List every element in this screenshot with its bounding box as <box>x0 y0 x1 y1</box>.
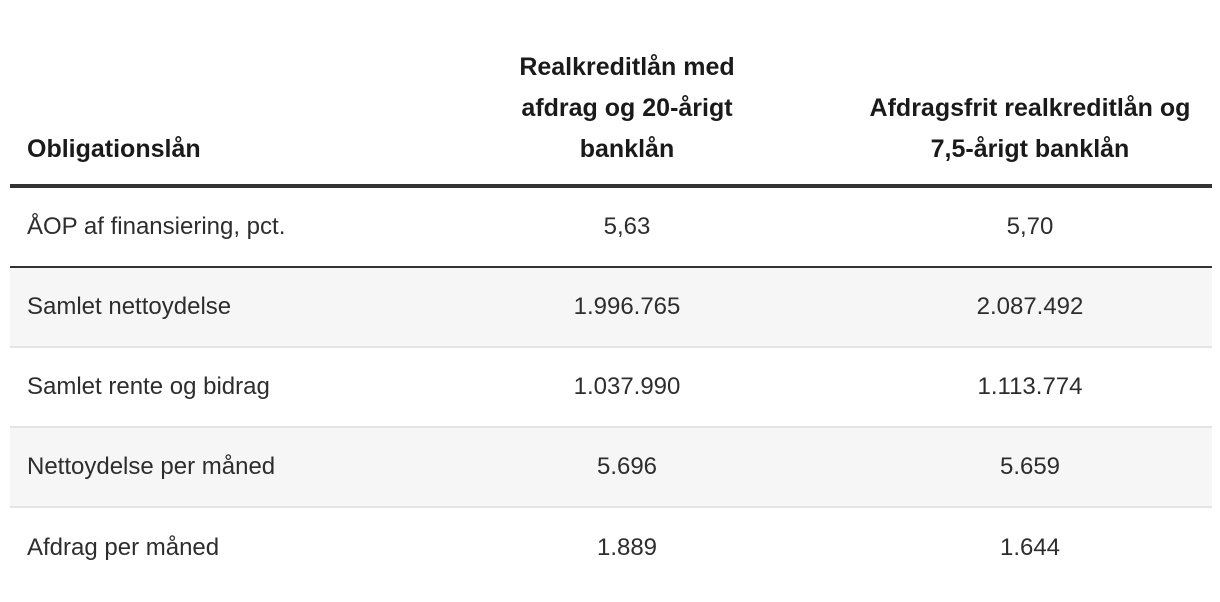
cell-value: 1.996.765 <box>573 293 681 320</box>
column-header-realkreditlaan-med-afdrag: Realkreditlån med afdrag og 20-årigt ban… <box>406 47 848 184</box>
cell-value: 5.659 <box>999 453 1061 480</box>
column-header-label: Obligationslån <box>27 135 201 163</box>
row-label: Nettoydelse per måned <box>27 453 276 480</box>
table-row: Nettoydelse per måned 5.696 5.659 <box>10 428 1212 508</box>
cell-value: 1.889 <box>596 534 658 561</box>
cell-value: 2.087.492 <box>976 293 1084 320</box>
column-header-afdragsfrit-realkreditlaan: Afdragsfrit realkreditlån og 7,5-årigt b… <box>848 88 1212 184</box>
cell-value: 5.696 <box>596 453 658 480</box>
table-header-row: Obligationslån Realkreditlån med afdrag … <box>10 0 1212 188</box>
row-label: Samlet nettoydelse <box>27 293 232 320</box>
cell-value: 1.644 <box>999 534 1061 561</box>
column-header-label: Afdragsfrit realkreditlån og 7,5-årigt b… <box>869 94 1191 163</box>
row-label: ÅOP af finansiering, pct. <box>27 213 286 240</box>
table-row: Afdrag per måned 1.889 1.644 <box>10 508 1212 588</box>
cell-value: 5,70 <box>1006 213 1054 240</box>
column-header-label: Realkreditlån med afdrag og 20-årigt ban… <box>519 53 735 163</box>
loan-comparison-table: Obligationslån Realkreditlån med afdrag … <box>10 0 1212 588</box>
table-row: Samlet rente og bidrag 1.037.990 1.113.7… <box>10 348 1212 428</box>
column-header-obligationslaan: Obligationslån <box>10 129 406 184</box>
table-row: ÅOP af finansiering, pct. 5,63 5,70 <box>10 188 1212 268</box>
row-label: Samlet rente og bidrag <box>27 373 270 400</box>
cell-value: 5,63 <box>603 213 651 240</box>
row-label: Afdrag per måned <box>27 534 220 561</box>
cell-value: 1.113.774 <box>977 373 1083 400</box>
cell-value: 1.037.990 <box>573 373 681 400</box>
table-row: Samlet nettoydelse 1.996.765 2.087.492 <box>10 268 1212 348</box>
